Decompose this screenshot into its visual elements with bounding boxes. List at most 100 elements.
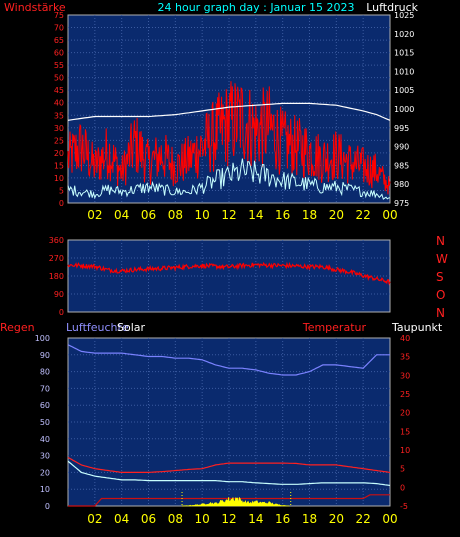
humidity-tick-label: 90 (40, 351, 50, 360)
hour-tick-label: 14 (248, 512, 263, 526)
hour-tick-label: 08 (168, 512, 183, 526)
legend-regen: Regen (0, 321, 35, 334)
wind-tick-label: 25 (54, 136, 64, 145)
humidity-tick-label: 70 (40, 384, 50, 393)
pressure-tick-label: 990 (394, 143, 409, 152)
humidity-tick-label: 100 (35, 334, 50, 343)
temperature-tick-label: 20 (400, 409, 410, 418)
humidity-line (67, 344, 390, 376)
direction-tick-label: 180 (49, 272, 64, 281)
legend-temperatur: Temperatur (302, 321, 367, 334)
compass-tick-label: N (436, 234, 445, 248)
pressure-tick-label: 1005 (394, 86, 414, 95)
pressure-tick-label: 1020 (394, 30, 414, 39)
hour-tick-label: 06 (141, 512, 156, 526)
hour-tick-label: 02 (87, 512, 102, 526)
legend-luftfeuchte: Luftfeuchte (66, 321, 129, 334)
humidity-tick-label: 80 (40, 368, 50, 377)
wind-tick-label: 15 (54, 161, 64, 170)
hour-tick-label: 18 (302, 208, 317, 222)
wind-tick-label: 5 (59, 186, 64, 195)
hour-tick-label: 02 (87, 208, 102, 222)
hour-tick-label: 10 (195, 208, 210, 222)
wind-tick-label: 45 (54, 86, 64, 95)
temperature-tick-label: 35 (400, 353, 410, 362)
humidity-tick-label: 10 (40, 485, 50, 494)
pressure-tick-label: 1010 (394, 67, 414, 76)
wind-tick-label: 50 (54, 74, 64, 83)
direction-tick-label: 360 (49, 236, 64, 245)
pressure-tick-label: 985 (394, 161, 409, 170)
hour-tick-label: 04 (114, 208, 129, 222)
hour-tick-label: 14 (248, 208, 263, 222)
legend-taupunkt: Taupunkt (391, 321, 443, 334)
temperature-tick-label: 25 (400, 390, 410, 399)
hour-tick-label: 12 (221, 208, 236, 222)
direction-tick-label: 270 (49, 254, 64, 263)
hour-tick-label: 12 (221, 512, 236, 526)
hour-tick-label: 10 (195, 512, 210, 526)
hour-tick-label: 22 (356, 208, 371, 222)
direction-tick-label: 90 (54, 290, 64, 299)
wind-tick-label: 60 (54, 49, 64, 58)
humidity-tick-label: 40 (40, 435, 50, 444)
direction-line (67, 261, 391, 286)
temperature-tick-label: 30 (400, 371, 410, 380)
pressure-line (67, 102, 391, 121)
humidity-tick-label: 60 (40, 401, 50, 410)
wind-tick-label: 55 (54, 61, 64, 70)
humidity-tick-label: 50 (40, 418, 50, 427)
temperature-tick-label: 10 (400, 446, 410, 455)
hour-tick-label: 16 (275, 208, 290, 222)
wind-gust-line (67, 81, 391, 195)
pressure-title: Luftdruck (366, 1, 418, 14)
temperature-tick-label: -5 (400, 502, 408, 511)
solar-area (181, 496, 290, 507)
wind-tick-label: 20 (54, 149, 64, 158)
wind-average-line (67, 158, 391, 200)
pressure-tick-label: 975 (394, 199, 409, 208)
temperature-tick-label: 5 (400, 465, 405, 474)
pressure-tick-label: 1000 (394, 105, 414, 114)
wind-title: Windstärke (4, 1, 66, 14)
temperature-line (67, 456, 391, 473)
hour-tick-label: 20 (329, 208, 344, 222)
compass-tick-label: W (436, 252, 448, 266)
pressure-tick-label: 995 (394, 124, 409, 133)
temperature-tick-label: 15 (400, 427, 410, 436)
hour-tick-label: 00 (382, 512, 397, 526)
temperature-tick-label: 40 (400, 334, 410, 343)
hour-tick-label: 08 (168, 208, 183, 222)
wind-tick-label: 0 (59, 199, 64, 208)
dewpoint-line (67, 460, 391, 487)
wind-tick-label: 40 (54, 99, 64, 108)
hour-tick-label: 16 (275, 512, 290, 526)
wind-tick-label: 30 (54, 124, 64, 133)
chart-title: 24 hour graph day : Januar 15 2023 (158, 1, 355, 14)
humidity-tick-label: 20 (40, 468, 50, 477)
compass-tick-label: O (436, 288, 445, 302)
hour-tick-label: 18 (302, 512, 317, 526)
humidity-tick-label: 0 (45, 502, 50, 511)
legend-solar: Solar (117, 321, 146, 334)
compass-tick-label: N (436, 306, 445, 320)
pressure-tick-label: 980 (394, 180, 409, 189)
wind-tick-label: 70 (54, 24, 64, 33)
hour-tick-label: 22 (356, 512, 371, 526)
pressure-tick-label: 1025 (394, 11, 414, 20)
hour-tick-label: 06 (141, 208, 156, 222)
wind-tick-label: 65 (54, 36, 64, 45)
compass-tick-label: S (436, 270, 444, 284)
wind-tick-label: 75 (54, 11, 64, 20)
temperature-tick-label: 0 (400, 483, 405, 492)
wind-tick-label: 35 (54, 111, 64, 120)
wind-tick-label: 10 (54, 174, 64, 183)
pressure-tick-label: 1015 (394, 49, 414, 58)
marks-layer (67, 81, 391, 507)
direction-tick-label: 0 (59, 308, 64, 317)
hour-tick-label: 04 (114, 512, 129, 526)
hour-tick-label: 00 (382, 208, 397, 222)
humidity-tick-label: 30 (40, 452, 50, 461)
